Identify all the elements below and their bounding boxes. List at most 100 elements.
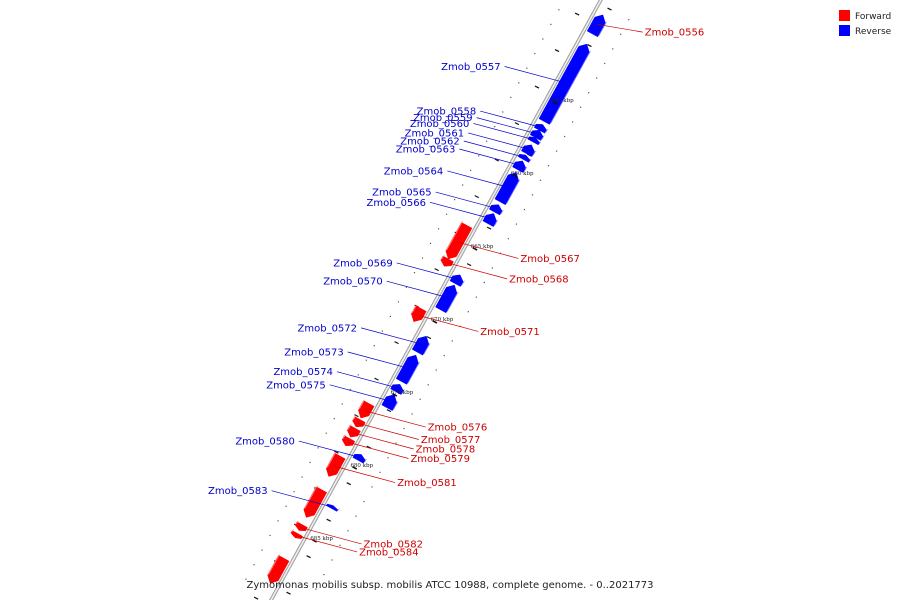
gene-arrow-face [347, 423, 352, 431]
label-leader [459, 148, 521, 166]
gene-arrow [488, 204, 503, 216]
grid-dot [245, 578, 247, 580]
grid-dot [526, 67, 528, 69]
grid-dot [261, 549, 263, 551]
gene-arrow-face [295, 520, 299, 525]
grid-dot [470, 169, 472, 172]
gene-arrow [381, 394, 397, 411]
grid-dot [451, 340, 453, 342]
genome-axis [269, 0, 603, 600]
gene-label: Zmob_0583 [208, 486, 268, 497]
gene-arrow-face [267, 553, 281, 576]
legend-swatch [839, 10, 850, 21]
grid-dot [339, 544, 341, 546]
grid-dot [453, 199, 456, 201]
label-leader [360, 327, 423, 345]
grid-dot [397, 301, 400, 303]
label-leader [417, 314, 479, 332]
grid-dot [539, 179, 542, 181]
axis-dash [534, 85, 540, 89]
scale-tick [552, 100, 558, 105]
label-leader [473, 123, 535, 141]
grid-dot [403, 427, 405, 430]
legend-label: Reverse [855, 27, 892, 37]
axis-dash [494, 158, 500, 162]
scale-tick-label: 655 kbp [551, 98, 574, 104]
axis-dash [426, 336, 432, 340]
gene-label: Zmob_0567 [520, 254, 580, 265]
gene-label: Zmob_0577 [421, 435, 481, 446]
grid-dot [443, 354, 445, 357]
label-leader [298, 440, 360, 458]
gene-arrow [449, 274, 464, 287]
grid-dot [518, 82, 520, 84]
label-leader [296, 535, 358, 553]
gene-label: Zmob_0559 [413, 113, 473, 124]
axis-highlight [270, 0, 602, 600]
gene-label: Zmob_0571 [480, 327, 540, 338]
grid-dot [563, 135, 566, 138]
grid-dot [555, 150, 558, 152]
gene-arrow-face [392, 401, 399, 411]
grid-dot [435, 369, 437, 371]
gene-label: Zmob_0576 [428, 423, 488, 434]
gene-arrow-face [411, 304, 418, 314]
gene-arrow-face [445, 220, 464, 251]
gene-arrow-face [326, 451, 337, 469]
grid-dot [357, 374, 359, 376]
label-leader [468, 132, 530, 150]
gene-label: Zmob_0578 [416, 444, 476, 455]
grid-dot [269, 534, 271, 537]
gene-arrow-face [342, 434, 347, 440]
grid-dot [427, 384, 429, 386]
gene-label: Zmob_0560 [410, 119, 470, 130]
gene-label: Zmob_0573 [284, 347, 344, 358]
gene-arrow-face [440, 254, 445, 261]
grid-dot [349, 388, 351, 391]
grid-dot [534, 53, 536, 55]
axis-dash [346, 482, 351, 486]
grid-dot [491, 267, 493, 269]
grid-dot [421, 257, 424, 259]
label-leader [357, 422, 419, 440]
gene-label: Zmob_0558 [417, 107, 477, 118]
axis-dash [306, 555, 311, 559]
gene-label: Zmob_0564 [384, 166, 444, 177]
scale-tick [472, 246, 478, 251]
gene-arrow-face [499, 209, 504, 215]
gene-arrow-face [352, 415, 357, 421]
gene-arrow-face [538, 140, 542, 145]
gene-arrow [358, 400, 375, 419]
axis-dash [514, 122, 520, 126]
gene-arrow-face [358, 399, 366, 411]
grid-dot [478, 155, 480, 157]
label-leader [336, 371, 398, 389]
grid-dot [253, 564, 255, 566]
label-leader [364, 410, 426, 428]
gene-label: Zmob_0579 [410, 454, 470, 465]
grid-dot [628, 19, 630, 21]
axis-dash [574, 12, 580, 16]
grid-dot [515, 223, 518, 225]
gene-arrow-face [531, 150, 537, 157]
grid-dot [411, 413, 413, 415]
axis-dash [253, 596, 259, 600]
scale-tick [512, 173, 518, 178]
label-leader [329, 384, 391, 402]
grid-dot [419, 398, 421, 400]
gene-labels: Zmob_0556Zmob_0557Zmob_0558Zmob_0559Zmob… [208, 24, 704, 558]
grid-dot [301, 476, 303, 478]
gene-label: Zmob_0565 [372, 188, 432, 199]
grid-dot [510, 96, 512, 99]
gene-label: Zmob_0556 [645, 28, 705, 39]
axis-dash [607, 7, 612, 11]
grid-dot [580, 106, 582, 108]
gene-label: Zmob_0584 [359, 547, 419, 558]
grid-dot [596, 77, 598, 79]
gene-label: Zmob_0574 [273, 367, 333, 378]
grid-dot [379, 471, 381, 473]
label-leader [300, 527, 362, 545]
axis-dash [466, 263, 472, 267]
gene-arrow-face [493, 219, 499, 227]
gene-label: Zmob_0563 [396, 145, 456, 156]
